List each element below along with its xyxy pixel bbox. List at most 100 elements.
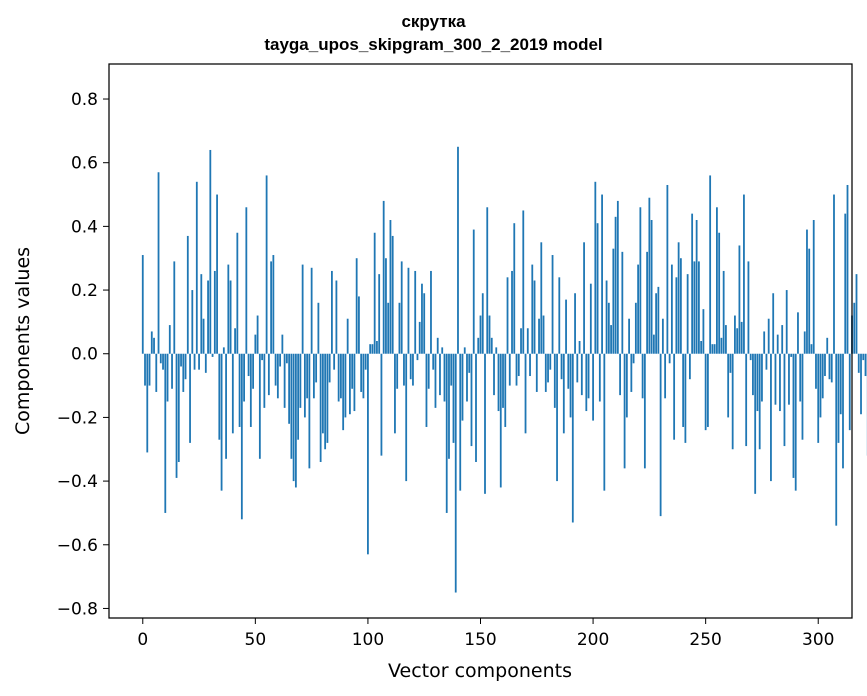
bar [625, 353, 628, 418]
bar [342, 353, 345, 431]
bar [664, 353, 667, 399]
bar [436, 337, 439, 354]
bar [373, 232, 376, 354]
bar [340, 353, 342, 399]
bar [441, 347, 444, 354]
bar [297, 353, 300, 440]
bar [216, 194, 218, 354]
bar [679, 258, 682, 354]
bar [693, 261, 696, 354]
bar [610, 325, 612, 354]
bar [698, 261, 700, 354]
bar [553, 353, 556, 408]
y-tick-label: 0.8 [71, 90, 98, 110]
bar [587, 353, 590, 399]
bar [394, 353, 396, 434]
bar [236, 232, 239, 354]
bar [148, 353, 151, 386]
bar [688, 353, 691, 380]
bar [243, 353, 245, 402]
y-tick-label: −0.6 [57, 536, 98, 556]
bar [155, 353, 158, 392]
bar [249, 353, 252, 427]
bar [542, 315, 545, 354]
bar [157, 172, 160, 354]
bar [792, 353, 795, 478]
bar [558, 277, 561, 354]
bar [229, 280, 232, 354]
bar [405, 353, 408, 482]
bar [756, 353, 759, 412]
bar [767, 318, 770, 354]
bar [713, 344, 716, 354]
bar [423, 293, 426, 354]
bars-group [141, 146, 867, 593]
bar [222, 347, 225, 354]
bar [200, 274, 203, 354]
bar [470, 353, 473, 447]
y-tick-label: 0.4 [71, 217, 98, 237]
bar [193, 353, 196, 370]
bar [290, 353, 293, 459]
bar [285, 353, 288, 364]
bar [770, 353, 772, 482]
bar [430, 270, 432, 354]
bar [824, 353, 826, 377]
bar [668, 353, 671, 364]
bar [837, 353, 840, 443]
bar [810, 344, 813, 354]
bar [256, 315, 259, 354]
bar [425, 353, 428, 427]
bar [583, 242, 585, 354]
bar [544, 353, 547, 392]
bar [175, 353, 178, 478]
bar [445, 353, 448, 513]
bar [740, 321, 743, 354]
bar [529, 353, 531, 377]
bar [272, 255, 275, 354]
bar [774, 353, 777, 405]
bar [450, 353, 453, 386]
bar [812, 220, 815, 354]
bar [321, 353, 324, 434]
bar [659, 353, 662, 517]
bar [731, 353, 734, 450]
bar [173, 261, 176, 354]
bar [722, 270, 725, 354]
bar [855, 274, 858, 354]
bar [556, 353, 558, 482]
bar [409, 353, 412, 380]
bar [540, 242, 543, 354]
bar [833, 194, 835, 354]
bar [443, 353, 446, 402]
bar [432, 353, 435, 370]
bar [684, 353, 687, 443]
bar [752, 353, 754, 396]
bar [225, 353, 227, 459]
bar [797, 312, 799, 354]
bar [808, 248, 811, 354]
bar [745, 353, 748, 447]
bar [261, 353, 263, 361]
bar [607, 302, 610, 354]
y-tick-label: −0.2 [57, 408, 98, 428]
bar [716, 207, 718, 354]
bar [486, 207, 489, 354]
bar [150, 331, 153, 354]
bar [227, 264, 230, 354]
x-tick-label: 0 [137, 630, 148, 650]
bar [670, 264, 673, 354]
bar [191, 290, 194, 354]
bar [526, 328, 529, 354]
bar [585, 353, 588, 412]
bar [862, 353, 865, 361]
bar [204, 353, 207, 373]
bar [189, 353, 191, 443]
bar [312, 353, 315, 399]
bar [371, 344, 374, 354]
bar [763, 331, 766, 354]
bar [301, 264, 304, 354]
bar [292, 353, 295, 482]
bar [799, 353, 802, 402]
bar [801, 353, 804, 440]
